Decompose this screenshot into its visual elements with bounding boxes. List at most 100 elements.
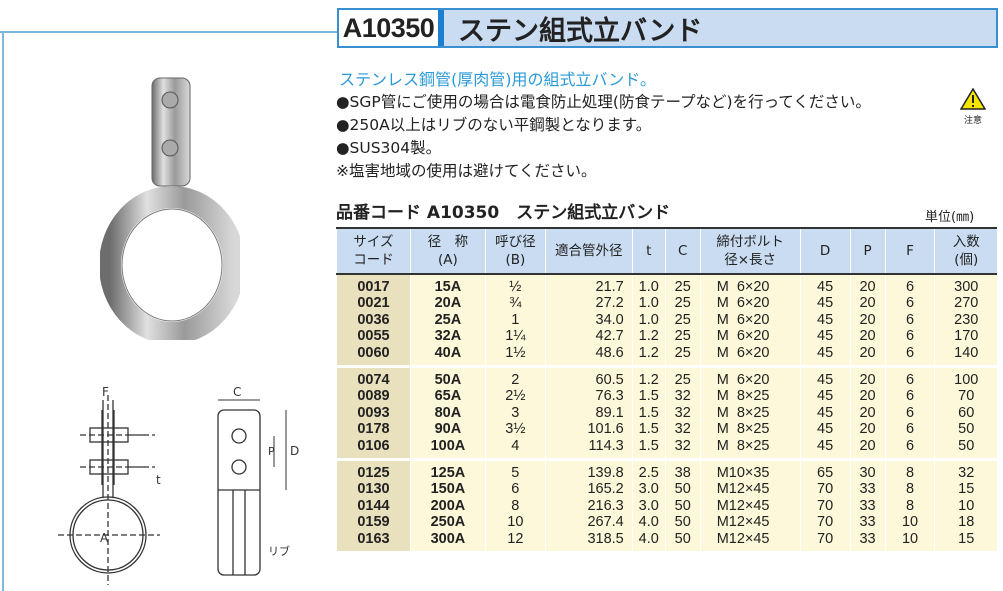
cell-value: 5 <box>511 465 520 482</box>
cell-value: 32 <box>674 421 691 438</box>
table-cell: 0074 0089 0093 0178 0106 <box>336 366 411 462</box>
cell-value: 27.2 <box>595 295 624 312</box>
cell-value: M 6×20 <box>716 328 770 345</box>
bullet: ●SGP管にご使用の場合は電食防止処理(防食テープなど)を行ってください。 <box>336 93 871 111</box>
table-row-group: 0074 0089 0093 0178 0106 50A 65A 80A 90A 100A 2 2½ 3… <box>336 366 997 462</box>
cell-value: 4.0 <box>638 530 659 547</box>
cell-value: 15 <box>958 481 975 498</box>
cell-value: 170 <box>954 328 979 345</box>
table-cell: 50A 65A 80A 90A 100A <box>409 366 486 462</box>
cell-value: 34.0 <box>595 311 624 328</box>
table-cell: ½ ¾ 1 1¼ 1½ <box>484 274 546 369</box>
cell-value: 165.2 <box>587 481 624 498</box>
cell-value: 150A <box>430 481 466 498</box>
cell-value: 10 <box>958 497 975 514</box>
cell-value: 6 <box>905 372 915 389</box>
cell-value: 45 <box>817 344 834 361</box>
cell-value: M12×45 <box>716 514 770 531</box>
cell-value: 30 <box>859 465 876 482</box>
product-photo <box>100 77 240 340</box>
cell-value: 89.1 <box>595 404 624 421</box>
cell-value: 6 <box>905 388 915 405</box>
product-title: A10350 ステン組式立バンド <box>337 8 998 48</box>
cell-value: M 6×20 <box>716 311 770 328</box>
cell-value: 10 <box>901 514 919 531</box>
cell-value: 0060 <box>357 344 390 361</box>
cell-value: 0163 <box>357 530 390 547</box>
cell-value: 6 <box>905 421 915 438</box>
cell-value: 25 <box>674 372 691 389</box>
frame-line <box>0 31 338 33</box>
cell-value: 21.7 <box>595 279 624 295</box>
table-cell: 21.7 27.2 34.0 42.7 48.6 <box>544 274 633 369</box>
cell-value: 1.2 <box>638 328 659 345</box>
cell-value: 6 <box>905 344 915 361</box>
cell-value: 20 <box>859 295 876 312</box>
cell-value: M12×45 <box>716 497 770 514</box>
cell-value: 32 <box>674 437 691 454</box>
cell-value: 230 <box>954 311 979 328</box>
cell-value: 114.3 <box>588 437 624 454</box>
label-d: D <box>290 444 299 458</box>
table-cell: 2.5 3.0 3.0 4.0 4.0 <box>631 459 666 555</box>
cell-value: 60.5 <box>595 372 624 389</box>
cell-value: M 6×20 <box>716 344 770 361</box>
cell-value: 1.5 <box>638 388 659 405</box>
cell-value: 65 <box>817 465 834 482</box>
table-cell: 60.5 76.3 89.1 101.6 114.3 <box>544 366 633 462</box>
cell-value: M10×35 <box>716 465 770 482</box>
label-c: C <box>233 385 241 399</box>
table-cell: 1.0 1.0 1.0 1.2 1.2 <box>631 274 666 369</box>
table-cell: 0017 0021 0036 0055 0060 <box>336 274 411 369</box>
cell-value: 1.5 <box>638 437 659 454</box>
cell-value: 318.5 <box>587 530 624 547</box>
table-cell: 15A 20A 25A 32A 40A <box>409 274 486 369</box>
bullet: ●SUS304製。 <box>336 139 442 157</box>
cell-value: 12 <box>507 530 524 547</box>
label-p: P <box>268 445 275 458</box>
cell-value: M 8×25 <box>716 388 770 405</box>
cell-value: ¾ <box>509 295 522 312</box>
cell-value: 6 <box>905 279 915 295</box>
cell-value: M 6×20 <box>716 279 770 295</box>
cell-value: 50 <box>958 437 975 454</box>
cell-value: 50 <box>674 497 691 514</box>
cell-value: M12×45 <box>716 530 770 547</box>
table-cell: 45 45 45 45 45 <box>799 274 851 369</box>
cell-value: 18 <box>958 514 975 531</box>
table-cell: 5 6 8 10 12 <box>484 459 546 555</box>
cell-value: 0021 <box>357 295 390 312</box>
table-cell: M 6×20 M 8×25 M 8×25 M 8×25 M 8×25 <box>699 366 801 462</box>
cell-value: 101.6 <box>587 421 624 438</box>
table-cell: M10×35 M12×45 M12×45 M12×45 M12×45 <box>699 459 801 555</box>
cell-value: 2 <box>511 372 520 389</box>
cell-value: 0055 <box>357 328 390 345</box>
cell-value: 1.2 <box>638 344 659 361</box>
cell-value: 25 <box>674 279 691 295</box>
cell-value: 1¼ <box>505 328 526 345</box>
table-cell: 20 20 20 20 20 <box>849 366 886 462</box>
column-header: t <box>631 227 666 275</box>
cell-value: 45 <box>817 328 834 345</box>
table-cell: 0125 0130 0144 0159 0163 <box>336 459 411 555</box>
label-rib: リブ <box>268 544 290 558</box>
cell-value: 70 <box>817 481 834 498</box>
label-a: A <box>100 531 109 545</box>
cell-value: 20A <box>434 295 462 312</box>
cell-value: 6 <box>905 404 915 421</box>
label-f: F <box>102 385 109 399</box>
cell-value: 25A <box>434 311 462 328</box>
cell-value: 3 <box>511 404 520 421</box>
cell-value: 48.6 <box>595 344 624 361</box>
cell-value: 200A <box>430 497 466 514</box>
cell-value: 20 <box>859 437 876 454</box>
cell-value: 8 <box>905 481 915 498</box>
table-cell: 45 45 45 45 45 <box>799 366 851 462</box>
cell-value: 20 <box>859 421 876 438</box>
table-cell: 25 25 25 25 25 <box>664 274 701 369</box>
cell-value: 45 <box>817 437 834 454</box>
table-cell: 32 15 10 18 15 <box>934 459 997 555</box>
cell-value: 6 <box>905 295 915 312</box>
table-cell: 100 70 60 50 50 <box>934 366 997 462</box>
